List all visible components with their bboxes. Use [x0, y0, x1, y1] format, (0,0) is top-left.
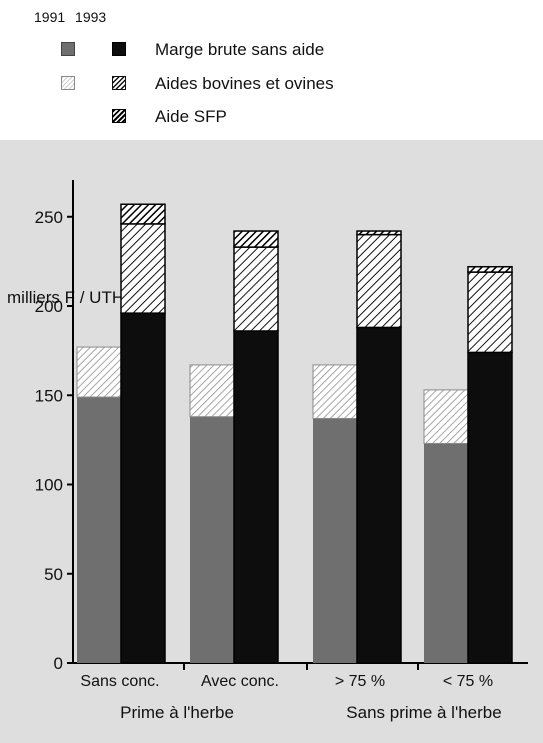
bar-1993-2-cat-3	[467, 351, 513, 664]
legend-swatch-marge-1993	[112, 42, 126, 56]
y-tick-label-200: 200	[35, 297, 63, 316]
bar-1991-1-cat-1	[189, 364, 235, 418]
bar-1993-4-cat-1	[233, 230, 279, 248]
y-tick-label-100: 100	[35, 476, 63, 495]
bar-1991-1-cat-0	[76, 346, 122, 398]
y-tick-label-50: 50	[44, 565, 63, 584]
bar-1993-4-cat-2	[356, 230, 402, 236]
legend-swatch-aides-1991	[61, 76, 75, 90]
legend-swatch-marge-1991	[61, 42, 75, 56]
category-label-2: > 75 %	[334, 673, 386, 690]
bar-1991-1-cat-3	[423, 389, 469, 444]
bar-1993-4-cat-0	[120, 203, 166, 225]
y-tick-label-250: 250	[35, 208, 63, 227]
group-label-0: Prime à l'herbe	[120, 703, 234, 722]
bar-1993-3-cat-0	[120, 223, 166, 314]
bar-1991-1-cat-2	[312, 364, 358, 419]
group-label-1: Sans prime à l'herbe	[346, 703, 502, 722]
legend-label-marge: Marge brute sans aide	[155, 40, 325, 59]
bar-1993-2-cat-2	[356, 326, 402, 664]
legend-label-aides: Aides bovines et ovines	[155, 74, 334, 93]
legend-year-1991: 1991	[34, 9, 66, 25]
bar-1993-4-cat-3	[467, 265, 513, 273]
legend-label-sfp: Aide SFP	[155, 107, 227, 126]
category-label-0: Sans conc.	[80, 673, 160, 690]
bar-1993-2-cat-0	[120, 312, 166, 664]
bar-1993-3-cat-1	[233, 246, 279, 332]
chart-svg: 0 50 100 150 200 250	[35, 180, 528, 673]
bar-1991-0-cat-1	[190, 416, 234, 663]
legend-years: 1991 1993	[34, 9, 112, 25]
bar-1991-0-cat-0	[77, 397, 121, 663]
bar-1993-2-cat-1	[233, 330, 279, 664]
bar-1991-0-cat-3	[424, 443, 468, 663]
chart-area: milliers F / UTH 0 50 100 150 200 250	[0, 140, 543, 743]
bar-1991-0-cat-2	[313, 418, 357, 663]
bar-1993-3-cat-2	[356, 233, 402, 329]
bar-1993-3-cat-3	[467, 271, 513, 354]
y-tick-label-0: 0	[54, 654, 63, 673]
category-label-1: Avec conc.	[201, 673, 279, 690]
legend-swatch-aides-1993	[112, 76, 126, 90]
legend-year-1993: 1993	[75, 9, 107, 25]
y-tick-label-150: 150	[35, 386, 63, 405]
legend-swatch-sfp-1993	[112, 109, 126, 123]
y-axis-label: milliers F / UTH	[7, 288, 125, 307]
bars-layer	[76, 203, 513, 664]
category-label-3: < 75 %	[442, 673, 494, 690]
